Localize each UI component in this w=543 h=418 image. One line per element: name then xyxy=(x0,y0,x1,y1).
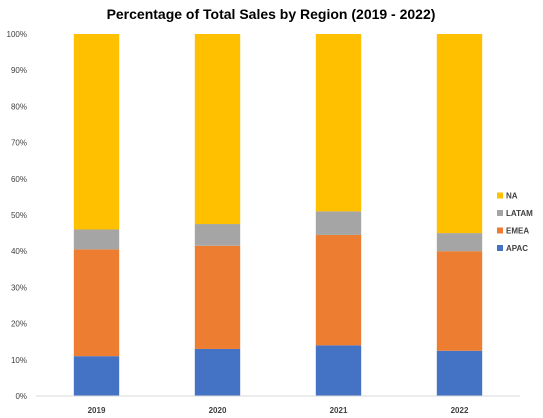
bar-segment-emea-2021 xyxy=(315,234,362,346)
y-tick-label: 80% xyxy=(11,102,27,111)
y-tick-label: 0% xyxy=(15,392,27,401)
legend-label-latam: LATAM xyxy=(506,209,533,218)
bar-segment-na-2019 xyxy=(73,34,120,230)
bar-segment-na-2020 xyxy=(194,34,241,225)
bar-segment-apac-2020 xyxy=(194,348,241,396)
x-tick-label: 2021 xyxy=(330,406,348,415)
y-tick-label: 60% xyxy=(11,175,27,184)
y-tick-label: 50% xyxy=(11,211,27,220)
x-tick-label: 2020 xyxy=(209,406,227,415)
x-tick-label: 2022 xyxy=(451,406,469,415)
legend-swatch-latam xyxy=(497,210,503,216)
bar-segment-apac-2021 xyxy=(315,345,362,396)
y-tick-label: 90% xyxy=(11,66,27,75)
bar-segment-emea-2022 xyxy=(436,251,483,351)
y-tick-label: 10% xyxy=(11,356,27,365)
legend: NA LATAM EMEA APAC xyxy=(497,192,533,253)
bars-group xyxy=(73,34,483,396)
legend-swatch-na xyxy=(497,192,503,199)
bar-segment-latam-2022 xyxy=(436,233,483,252)
legend-swatch-emea xyxy=(497,227,503,234)
chart-title: Percentage of Total Sales by Region (201… xyxy=(107,6,436,22)
bar-segment-latam-2020 xyxy=(194,224,241,246)
y-tick-label: 40% xyxy=(11,247,27,256)
bar-segment-apac-2022 xyxy=(436,350,483,396)
y-tick-label: 100% xyxy=(7,30,27,39)
bar-segment-latam-2019 xyxy=(73,229,120,250)
y-tick-label: 20% xyxy=(11,320,27,329)
y-tick-label: 70% xyxy=(11,139,27,148)
bar-segment-apac-2019 xyxy=(73,356,120,396)
x-tick-label: 2019 xyxy=(88,406,106,415)
bar-segment-emea-2020 xyxy=(194,245,241,349)
legend-swatch-apac xyxy=(497,245,503,251)
bar-segment-na-2022 xyxy=(436,34,483,234)
bar-segment-latam-2021 xyxy=(315,211,362,235)
bar-segment-na-2021 xyxy=(315,34,362,212)
legend-label-apac: APAC xyxy=(506,244,528,253)
x-axis: 2019 2020 2021 2022 xyxy=(36,395,520,415)
legend-label-emea: EMEA xyxy=(506,227,529,236)
y-axis: 0% 10% 20% 30% 40% 50% 60% 70% 80% 90% 100% xyxy=(7,30,27,401)
y-tick-label: 30% xyxy=(11,283,27,292)
bar-segment-emea-2019 xyxy=(73,249,120,357)
legend-label-na: NA xyxy=(506,192,518,201)
